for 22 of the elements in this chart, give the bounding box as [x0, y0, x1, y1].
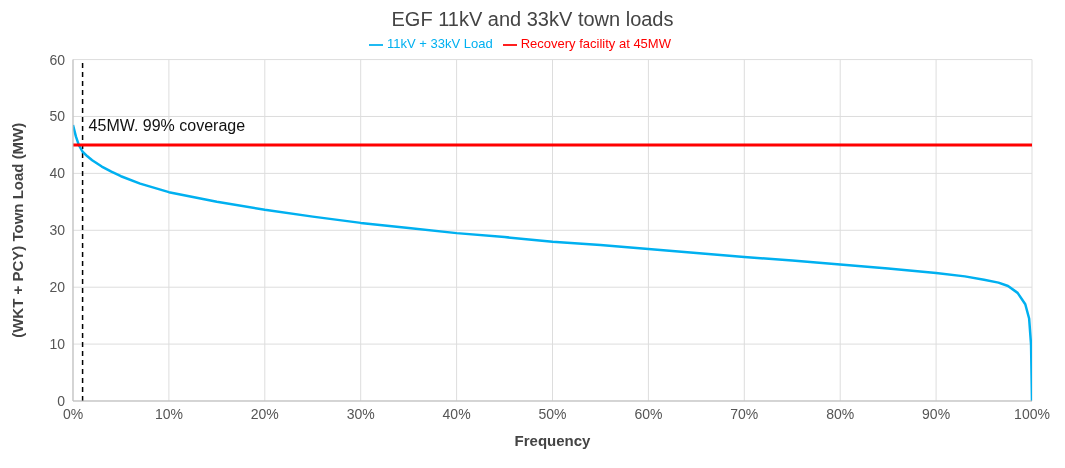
x-tick-label: 30%	[346, 405, 375, 422]
x-axis-title: Frequency	[514, 432, 592, 449]
x-tick-label: 20%	[250, 405, 279, 422]
y-tick-label: 20	[49, 279, 66, 296]
x-tick-label: 70%	[730, 405, 759, 422]
y-tick-label: 60	[49, 51, 66, 68]
y-tick-label: 50	[49, 108, 66, 125]
x-tick-label: 10%	[154, 405, 183, 422]
chart-title: EGF 11kV and 33kV town loads	[390, 8, 675, 31]
x-tick-label: 90%	[922, 405, 951, 422]
ref-line-label: 45MW. 99% coverage	[88, 116, 246, 134]
x-tick-label: 40%	[442, 405, 471, 422]
x-tick-label: 50%	[538, 405, 567, 422]
x-tick-label: 60%	[634, 405, 663, 422]
legend-label: Recovery facility at 45MW	[520, 36, 671, 51]
y-tick-label: 40	[49, 165, 66, 182]
x-tick-label: 100%	[1014, 405, 1050, 422]
y-axis-title: (WKT + PCY) Town Load (MW)	[9, 122, 27, 338]
y-tick-label: 10	[49, 336, 66, 353]
y-tick-label: 30	[49, 222, 66, 239]
legend-label: 11kV + 33kV Load	[387, 36, 493, 51]
x-tick-label: 80%	[826, 405, 855, 422]
